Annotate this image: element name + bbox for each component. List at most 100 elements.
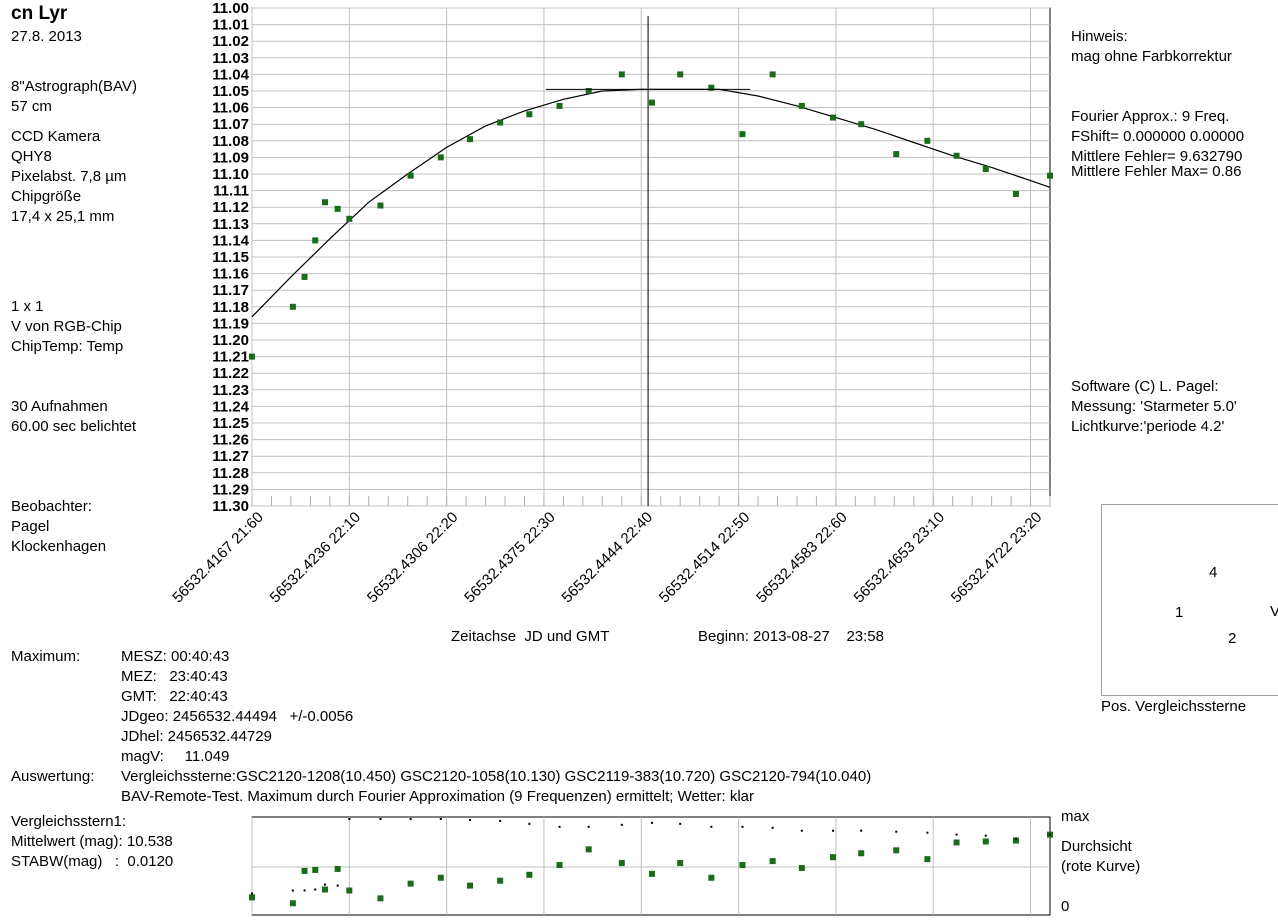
comparison-stars-list: Vergleichssterne:GSC2120-1208(10.450) GS… [121, 768, 872, 785]
transparency-point [650, 821, 653, 824]
fourier-info: Fourier Approx.: 9 Freq. [1071, 108, 1230, 125]
data-point [953, 152, 960, 159]
comparison-point [893, 847, 900, 854]
y-tick-label: 11.02 [212, 33, 249, 50]
comparison-point [677, 860, 684, 867]
transparency-point [926, 831, 929, 834]
x-tick-label: 56532.4583 22:60 [753, 509, 851, 607]
maximum-jdhel: JDhel: 2456532.44729 [121, 728, 272, 745]
comparison-point [249, 894, 255, 901]
fourier-curve [251, 88, 1051, 318]
comparison-point [708, 874, 715, 881]
y-tick-label: 11.17 [212, 282, 249, 299]
y-tick-label: 11.23 [212, 382, 249, 399]
fshift-info: FShift= 0.000000 0.00000 [1071, 128, 1245, 145]
maximum-gmt: GMT: 22:40:43 [121, 688, 228, 705]
y-tick-label: 11.29 [212, 481, 249, 498]
data-point [526, 111, 533, 118]
binning: 1 x 1 [11, 298, 44, 315]
transparency-point [587, 825, 590, 828]
transparency-point [348, 817, 351, 820]
transparency-point [379, 817, 382, 820]
transparency-label: Durchsicht [1061, 838, 1132, 855]
transparency-point [409, 817, 412, 820]
transparency-point [620, 823, 623, 826]
data-point [739, 131, 746, 138]
transparency-point [528, 822, 531, 825]
focal-length: 57 cm [11, 98, 52, 115]
comparison-point [497, 877, 504, 884]
comparison-point [829, 854, 836, 861]
position-label-v: V [1270, 603, 1278, 620]
transparency-point [1049, 833, 1051, 836]
y-tick-label: 11.16 [212, 266, 249, 283]
fourier-fit-line [251, 88, 1051, 318]
maximum-jdgeo: JDgeo: 2456532.44494 +/-0.0056 [121, 708, 354, 725]
data-point [829, 114, 836, 121]
observation-date: 27.8. 2013 [11, 28, 82, 45]
data-point [466, 136, 473, 143]
y-tick-label: 11.13 [212, 216, 249, 233]
measurement-software: Messung: 'Starmeter 5.0' [1071, 398, 1237, 415]
comparison-point [321, 886, 328, 893]
exposure-time: 60.00 sec belichtet [11, 418, 137, 435]
data-point [798, 102, 805, 109]
data-point [585, 88, 592, 94]
data-point [289, 303, 296, 310]
software-credit: Software (C) L. Pagel: [1071, 378, 1219, 395]
transparency-point [314, 888, 317, 891]
comparison-point [618, 860, 625, 867]
y-tick-label: 11.19 [212, 315, 249, 332]
maximum-mesz: MESZ: 00:40:43 [121, 648, 230, 665]
y-tick-labels: 11.0011.0111.0211.0311.0411.0511.0611.07… [212, 0, 249, 515]
comparison-point [289, 900, 296, 907]
transparency-point [336, 884, 339, 887]
y-tick-label: 11.20 [212, 332, 249, 349]
data-point [1012, 190, 1019, 197]
transparency-point [800, 829, 803, 832]
position-label-1: 1 [1175, 604, 1184, 621]
mean-error-max: Mittlere Fehler Max= 0.86 [1071, 163, 1242, 180]
y-tick-label: 11.01 [212, 17, 249, 34]
comparison-position-box [1101, 504, 1278, 696]
x-tick-label: 56532.4375 22:30 [461, 509, 559, 607]
transparency-point [499, 819, 502, 822]
y-tick-label: 11.04 [212, 66, 249, 83]
hint-label: Hinweis: [1071, 28, 1128, 45]
transparency-point [1014, 837, 1017, 840]
observed-points [249, 71, 1053, 360]
y-tick-label: 11.00 [212, 0, 249, 17]
transparency-point [303, 889, 306, 892]
data-point [708, 84, 715, 91]
transparency-point [558, 825, 561, 828]
data-point [377, 202, 384, 209]
y-tick-label: 11.18 [212, 299, 249, 316]
telescope-label: 8"Astrograph(BAV) [11, 78, 137, 95]
comparison-point [466, 882, 473, 889]
transparency-sublabel: (rote Kurve) [1061, 858, 1141, 875]
transparency-point [955, 833, 958, 836]
data-point [497, 119, 504, 126]
y-tick-label: 11.28 [212, 465, 249, 482]
comparison-point [437, 874, 444, 881]
y-tick-label: 11.14 [212, 232, 249, 249]
y-tick-label: 11.03 [212, 50, 249, 67]
data-point [769, 71, 776, 78]
evaluation-note: BAV-Remote-Test. Maximum durch Fourier A… [121, 788, 754, 805]
comparison-point [1012, 837, 1019, 844]
comparison-point [556, 862, 563, 869]
y-tick-label: 11.05 [212, 83, 249, 100]
data-point [1047, 172, 1053, 179]
x-tick-label: 56532.4444 22:40 [559, 509, 657, 607]
observer-label: Beobachter: [11, 498, 92, 515]
observer-name: Pagel [11, 518, 50, 535]
transparency-point [984, 834, 987, 837]
frame-count: 30 Aufnahmen [11, 398, 108, 415]
maximum-marker [545, 16, 751, 506]
comparison-point [924, 856, 931, 863]
transparency-point [323, 883, 326, 886]
comparison-title: Vergleichsstern1: [11, 813, 127, 830]
position-label-4: 4 [1209, 564, 1218, 581]
comparison-point [769, 858, 776, 865]
